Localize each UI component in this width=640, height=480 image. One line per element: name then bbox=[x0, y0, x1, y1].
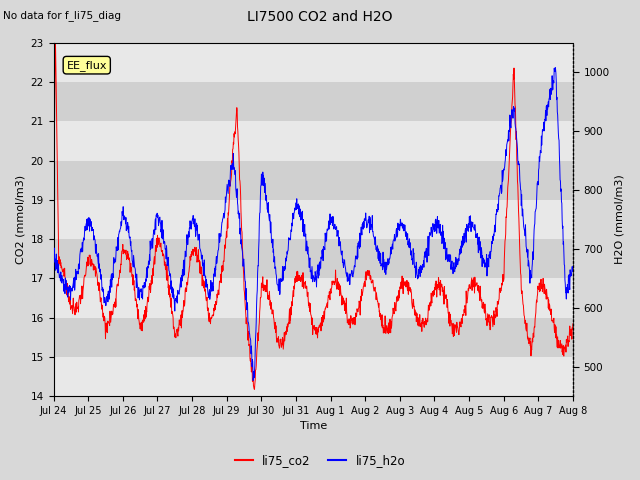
Bar bbox=[54, 43, 573, 82]
Bar bbox=[54, 200, 573, 239]
Y-axis label: H2O (mmol/m3): H2O (mmol/m3) bbox=[615, 175, 625, 264]
Y-axis label: CO2 (mmol/m3): CO2 (mmol/m3) bbox=[15, 175, 25, 264]
Text: LI7500 CO2 and H2O: LI7500 CO2 and H2O bbox=[247, 10, 393, 24]
Bar bbox=[54, 161, 573, 200]
Bar bbox=[54, 239, 573, 278]
Bar bbox=[54, 357, 573, 396]
Bar bbox=[54, 318, 573, 357]
Bar bbox=[54, 82, 573, 121]
Bar bbox=[54, 121, 573, 161]
X-axis label: Time: Time bbox=[300, 421, 327, 432]
Text: No data for f_li75_diag: No data for f_li75_diag bbox=[3, 10, 121, 21]
Text: EE_flux: EE_flux bbox=[67, 60, 107, 71]
Bar bbox=[54, 278, 573, 318]
Legend: li75_co2, li75_h2o: li75_co2, li75_h2o bbox=[230, 449, 410, 472]
